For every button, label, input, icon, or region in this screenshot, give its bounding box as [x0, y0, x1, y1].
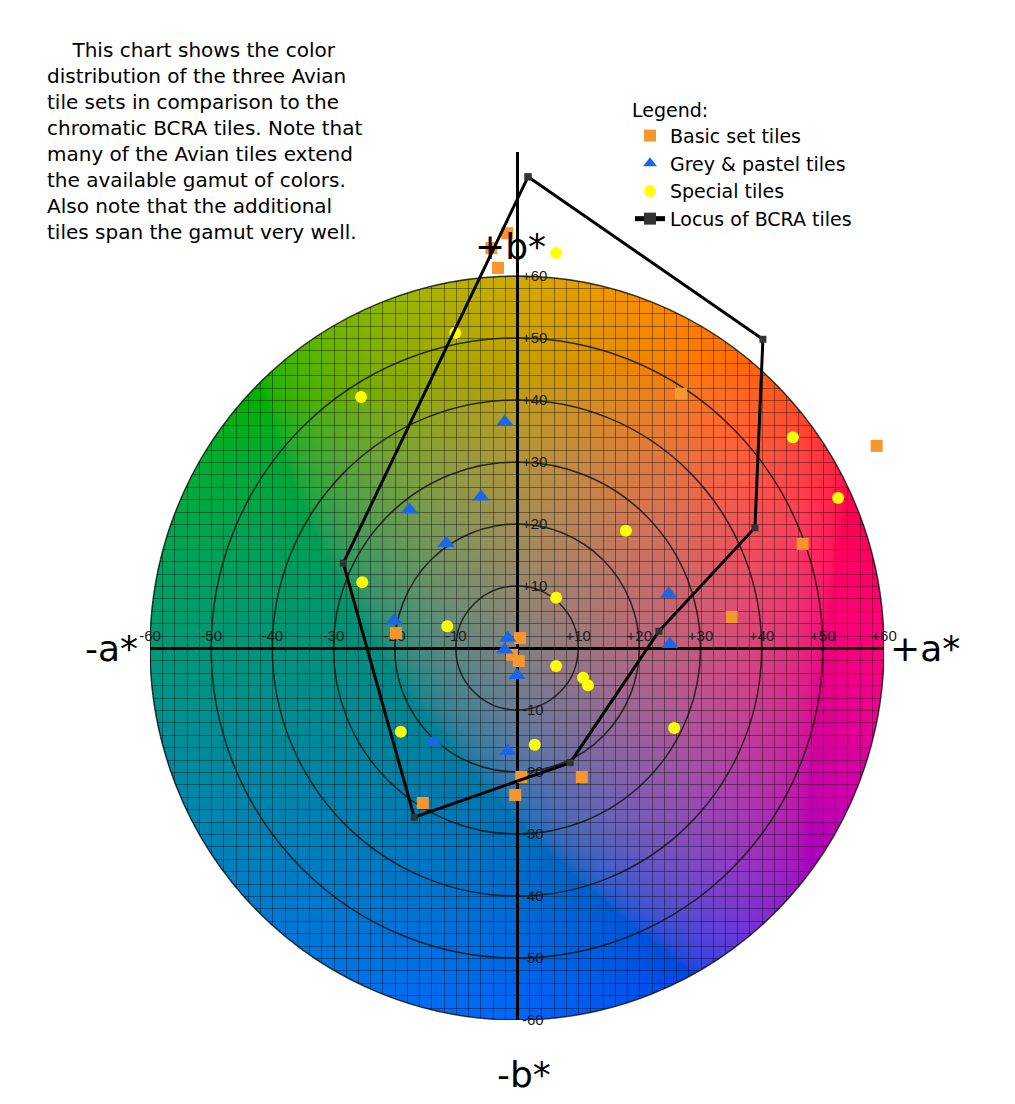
svg-text:-20: -20 — [522, 763, 544, 780]
svg-text:+50: +50 — [522, 329, 547, 346]
svg-text:Locus of BCRA tiles: Locus of BCRA tiles — [670, 208, 852, 230]
svg-text:-30: -30 — [323, 627, 345, 644]
svg-text:+30: +30 — [688, 627, 713, 644]
svg-text:Legend:: Legend: — [632, 99, 708, 121]
svg-text:+b*: +b* — [475, 226, 546, 267]
svg-text:+40: +40 — [749, 627, 774, 644]
svg-text:+a*: +a* — [890, 628, 960, 669]
svg-text:+40: +40 — [522, 391, 547, 408]
svg-text:-50: -50 — [200, 627, 222, 644]
svg-text:-40: -40 — [261, 627, 283, 644]
svg-text:+20: +20 — [522, 515, 547, 532]
svg-text:Special tiles: Special tiles — [670, 180, 784, 202]
svg-text:-10: -10 — [522, 701, 544, 718]
svg-text:-30: -30 — [522, 825, 544, 842]
svg-text:-60: -60 — [522, 1011, 544, 1028]
svg-text:-60: -60 — [139, 627, 161, 644]
svg-text:-a*: -a* — [85, 628, 138, 669]
svg-text:+10: +10 — [565, 627, 590, 644]
svg-text:This chart shows the colordist: This chart shows the colordistribution o… — [47, 38, 363, 244]
svg-text:Basic set tiles: Basic set tiles — [670, 125, 801, 147]
svg-text:+10: +10 — [522, 577, 547, 594]
svg-text:+30: +30 — [522, 453, 547, 470]
svg-text:Grey & pastel tiles: Grey & pastel tiles — [670, 153, 846, 175]
svg-text:-50: -50 — [522, 949, 544, 966]
svg-text:-40: -40 — [522, 887, 544, 904]
svg-text:+60: +60 — [522, 267, 547, 284]
svg-text:+20: +20 — [627, 627, 652, 644]
svg-text:-b*: -b* — [497, 1054, 551, 1095]
svg-text:+60: +60 — [871, 627, 896, 644]
svg-text:-10: -10 — [445, 627, 467, 644]
svg-text:+50: +50 — [810, 627, 835, 644]
svg-text:-20: -20 — [384, 627, 406, 644]
